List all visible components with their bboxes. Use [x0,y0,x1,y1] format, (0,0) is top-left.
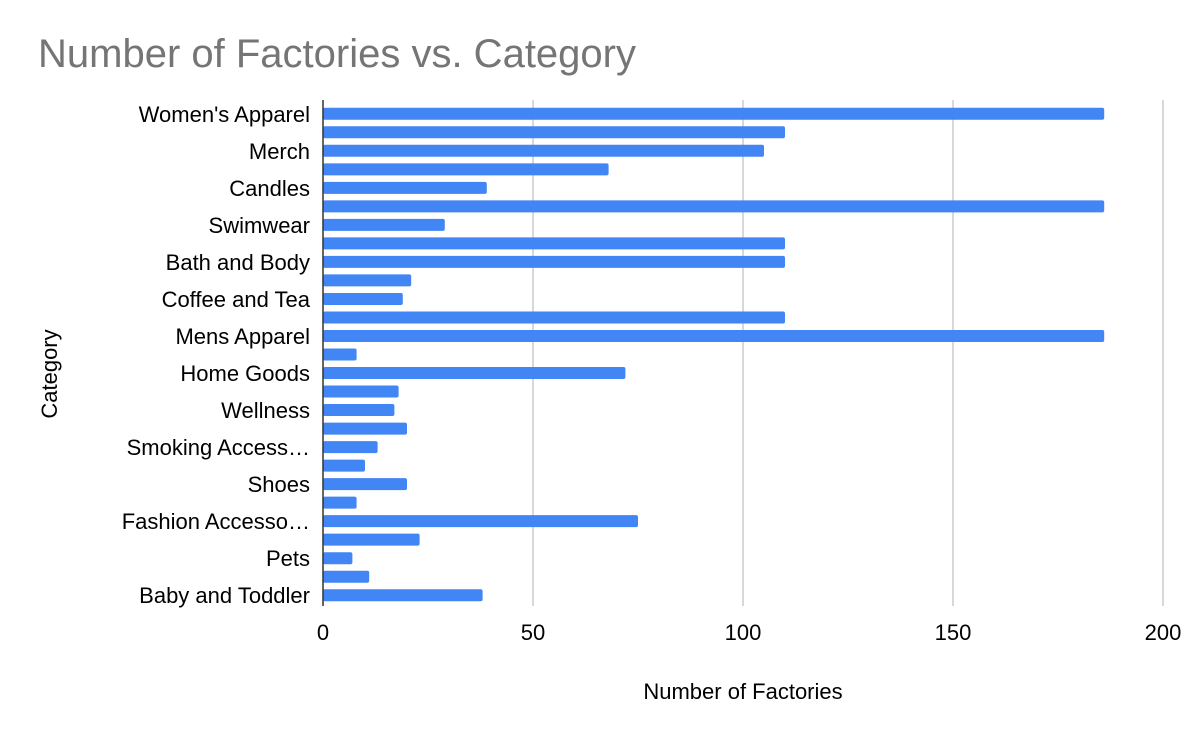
bar [323,144,764,157]
bar [323,200,1105,213]
bar [323,348,357,361]
bar [323,181,487,194]
category-label: Baby and Toddler [139,583,310,608]
bar [323,589,483,602]
category-label: Smoking Access… [127,435,310,460]
bar [323,404,395,417]
category-label: Home Goods [180,361,310,386]
bars [323,107,1105,602]
category-label: Bath and Body [166,250,310,275]
bar [323,552,353,565]
x-tick-label: 200 [1145,620,1182,645]
chart-title: Number of Factories vs. Category [38,32,636,76]
bar [323,533,420,546]
bar [323,126,785,139]
bar [323,459,365,472]
bar [323,255,785,268]
category-label: Merch [249,139,310,164]
y-axis-title: Category [37,329,62,418]
category-label: Women's Apparel [139,102,310,127]
category-label: Fashion Accesso… [122,509,310,534]
x-tick-label: 100 [725,620,762,645]
bar [323,496,357,509]
bar [323,163,609,176]
bar [323,218,445,231]
bar [323,441,378,454]
bar [323,515,638,528]
category-label: Swimwear [209,213,310,238]
bar [323,478,407,491]
category-label: Pets [266,546,310,571]
gridlines [532,100,1164,606]
category-labels: Women's Apparel Merch Candles Swimwear Bath … [122,102,311,608]
bar [323,292,403,305]
x-axis-title: Number of Factories [643,679,842,704]
bar [323,570,370,583]
category-label: Coffee and Tea [162,287,311,312]
x-tick-label: 0 [317,620,329,645]
bar [323,329,1105,342]
bar [323,385,399,398]
category-label: Mens Apparel [175,324,310,349]
category-label: Shoes [248,472,310,497]
x-tick-label: 150 [935,620,972,645]
category-label: Candles [229,176,310,201]
x-tick-label: 50 [521,620,545,645]
bar [323,367,626,380]
bar [323,107,1105,120]
bar [323,311,785,324]
category-label: Wellness [221,398,310,423]
bar [323,274,412,287]
x-tick-labels: 0 50 100 150 200 [317,620,1181,645]
bar [323,422,407,435]
bar [323,237,785,250]
